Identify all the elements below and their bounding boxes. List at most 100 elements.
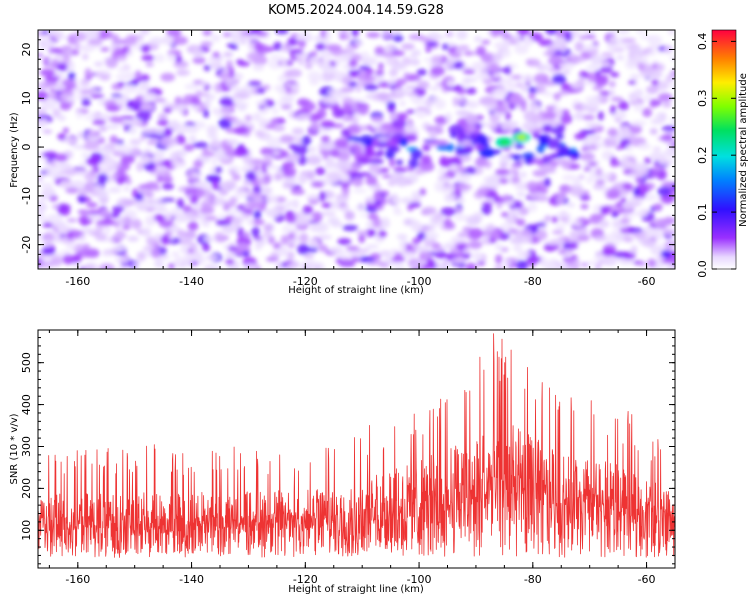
spectrogram-cell bbox=[287, 110, 295, 119]
spectrogram-cell bbox=[562, 70, 571, 75]
spectrogram-cell bbox=[88, 130, 97, 135]
spectrogram-cell bbox=[298, 99, 311, 104]
spectrogram-cell bbox=[256, 87, 266, 94]
spectrogram-cell bbox=[551, 230, 564, 235]
spectrogram-cell bbox=[210, 34, 221, 43]
spectrogram-cell bbox=[136, 161, 144, 172]
colorbar-label: Normalized spectral amplitude bbox=[738, 73, 749, 227]
spectrogram-cell bbox=[665, 263, 675, 269]
spectrogram-cell bbox=[601, 247, 616, 257]
spectrogram-cell bbox=[522, 152, 535, 160]
spectrogram-cell bbox=[38, 53, 44, 58]
spectrogram-cell bbox=[81, 53, 89, 61]
spectrogram-cell bbox=[215, 111, 224, 118]
spectrogram-cell bbox=[38, 202, 48, 212]
snr-frame bbox=[37, 329, 676, 569]
spectrogram-cell bbox=[233, 127, 247, 135]
spectrogram-cell bbox=[297, 244, 310, 255]
spectrogram-cell bbox=[550, 126, 565, 135]
spectrogram-cell bbox=[188, 135, 197, 143]
spectrogram-cell bbox=[587, 136, 600, 145]
spectrogram-cell bbox=[501, 212, 509, 218]
spectrogram-cell bbox=[63, 168, 78, 177]
spectrogram-cell bbox=[202, 30, 213, 36]
spectrogram-cell bbox=[571, 57, 586, 63]
spectrogram-cell bbox=[176, 229, 185, 238]
spectrogram-cell bbox=[652, 203, 664, 210]
spectrogram-cell bbox=[244, 122, 252, 128]
snr-x-ticks: -160 -140 -120 -100 -80 -60 bbox=[48, 330, 676, 586]
spectrogram-cell bbox=[365, 147, 376, 158]
spectrogram-cell bbox=[291, 127, 305, 135]
spectrogram-cell bbox=[628, 227, 643, 233]
spectrogram-cell bbox=[411, 49, 422, 57]
spectrogram-cell bbox=[57, 133, 67, 141]
spectrogram-cell bbox=[231, 216, 244, 226]
spectrogram-cell bbox=[654, 234, 663, 241]
spectrogram-cell bbox=[415, 109, 427, 119]
spectrogram-cell bbox=[160, 234, 170, 245]
spectrogram-cell bbox=[141, 91, 158, 102]
spectrogram-cell bbox=[417, 80, 430, 90]
spectrogram-cell bbox=[189, 104, 200, 111]
spectrogram-cell bbox=[387, 146, 401, 153]
spectrogram-cell bbox=[468, 228, 484, 239]
spectrogram-cell bbox=[643, 226, 653, 233]
spectrogram-cell bbox=[527, 160, 535, 165]
spectrogram-cell bbox=[284, 177, 298, 182]
spectrogram-cell bbox=[570, 164, 581, 169]
spectrogram-cell bbox=[287, 37, 298, 47]
spectrogram-cell bbox=[651, 169, 659, 178]
spectrogram-cell bbox=[486, 223, 495, 233]
x-tick-label: -140 bbox=[179, 573, 204, 586]
spectrogram-y-ticks: -20 -10 0 10 20 bbox=[20, 29, 675, 265]
spectrogram-cell bbox=[319, 76, 328, 82]
spectrogram-cell bbox=[468, 100, 477, 110]
spectrogram-cell bbox=[42, 129, 53, 134]
spectrogram-cell bbox=[83, 243, 91, 251]
spectrogram-cell bbox=[332, 107, 346, 119]
spectrogram-cell bbox=[458, 98, 466, 104]
spectrogram-cell bbox=[500, 121, 510, 131]
spectrogram-cell bbox=[569, 230, 581, 238]
spectrogram-cell bbox=[340, 173, 350, 184]
spectrogram-cell bbox=[141, 128, 158, 135]
spectrogram-cell bbox=[551, 216, 559, 224]
spectrogram-cell bbox=[87, 214, 102, 221]
spectrogram-cell bbox=[66, 218, 78, 223]
snr-y-axis-label: SNR (10 * v/v) bbox=[9, 413, 20, 484]
spectrogram-cell bbox=[320, 135, 331, 143]
spectrogram-cell bbox=[295, 215, 308, 227]
snr-panel: -160 -140 -120 -100 -80 -60 100 200 300 400 500 H… bbox=[9, 329, 676, 595]
spectrogram-cell bbox=[465, 215, 481, 226]
spectrogram-cell bbox=[391, 61, 406, 71]
spectrogram-cell bbox=[89, 93, 105, 99]
spectrogram-cell bbox=[117, 56, 127, 62]
spectrogram-cell bbox=[409, 202, 422, 208]
spectrogram-cell bbox=[42, 238, 52, 249]
spectrogram-cell bbox=[380, 167, 390, 173]
spectrogram-cell bbox=[353, 188, 367, 193]
spectrogram-cell bbox=[278, 246, 288, 257]
spectrogram-cell bbox=[562, 242, 571, 250]
spectrogram-cell bbox=[603, 61, 611, 69]
spectrogram-cell bbox=[403, 218, 413, 226]
spectrogram-cell bbox=[434, 181, 444, 193]
spectrogram-cell bbox=[122, 216, 132, 226]
spectrogram-cells bbox=[38, 30, 675, 269]
spectrogram-cell bbox=[509, 237, 525, 245]
spectrogram-cell bbox=[115, 176, 127, 183]
spectrogram-cell bbox=[247, 80, 262, 87]
spectrogram-cell bbox=[123, 84, 137, 94]
spectrogram-cell bbox=[416, 68, 427, 76]
spectrogram-cell bbox=[257, 177, 268, 185]
spectrogram-cell bbox=[529, 191, 545, 199]
spectrogram-cell bbox=[61, 79, 76, 87]
spectrogram-cell bbox=[374, 200, 382, 206]
spectrogram-cell bbox=[76, 169, 87, 177]
spectrogram-cell bbox=[129, 200, 139, 205]
spectrogram-cell bbox=[304, 63, 313, 70]
spectrogram-cell bbox=[644, 193, 657, 201]
spectrogram-cell bbox=[422, 143, 431, 152]
spectrogram-cell bbox=[412, 99, 426, 105]
